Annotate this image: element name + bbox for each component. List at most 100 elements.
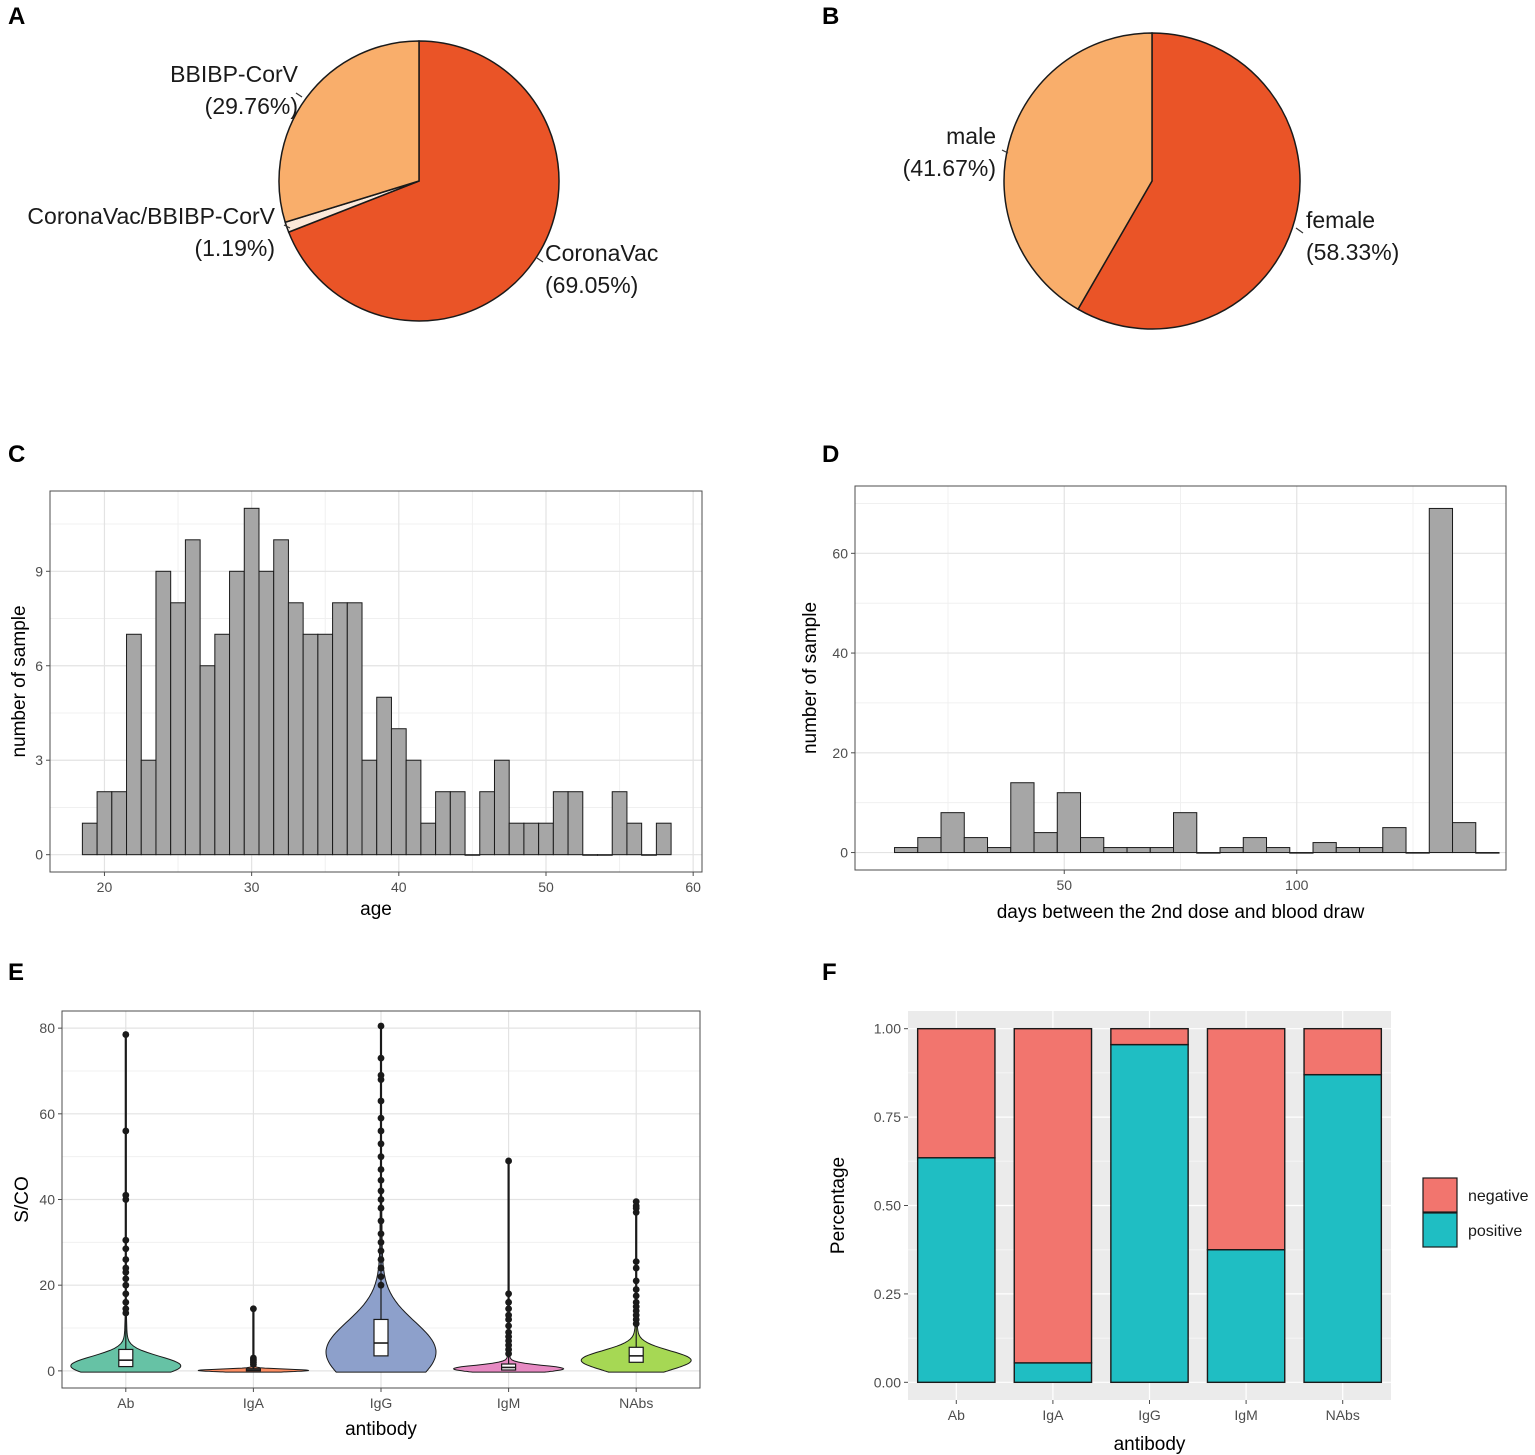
histogram-age: 0 3 6 9 20 30 40 50 60 age number of sample xyxy=(9,490,703,920)
outlier-point xyxy=(122,1268,130,1276)
histogram-bar xyxy=(155,570,172,856)
panel-e: E 0 20 40 60 80 Ab IgA IgG IgM NAbs antibody S/CO xyxy=(8,959,701,1440)
histogram-bar xyxy=(390,728,407,856)
y-tick-label: 0 xyxy=(47,1363,55,1379)
histogram-bar xyxy=(1266,847,1291,854)
panel-letter-a: A xyxy=(8,3,25,30)
outlier-point xyxy=(377,1097,385,1105)
histogram-bar xyxy=(1196,852,1221,854)
stacked-bar-negative-ab xyxy=(916,1027,996,1159)
outlier-point xyxy=(122,1281,130,1289)
histogram-bar xyxy=(1405,852,1430,854)
legend-key-positive xyxy=(1422,1212,1458,1248)
pie-label-leader xyxy=(536,257,544,263)
x-tick-label: 50 xyxy=(1056,877,1072,893)
histogram-bar xyxy=(508,822,525,856)
histogram-bar xyxy=(126,633,142,856)
panel-b: B female (58.33%) male (41.67%) xyxy=(822,3,1399,330)
histogram-bar xyxy=(199,665,216,856)
stacked-bar-chart-antibody: 0.00 0.25 0.50 0.75 1.00 Ab IgA IgG IgM NAbs antib… xyxy=(828,1011,1529,1455)
x-tick-label: 20 xyxy=(97,879,113,895)
x-tick-label: IgA xyxy=(1042,1407,1064,1423)
outlier-point xyxy=(505,1305,512,1313)
histogram-bar xyxy=(435,791,451,856)
y-tick-label: 20 xyxy=(39,1277,55,1293)
histogram-bar xyxy=(538,822,554,856)
outlier-point xyxy=(505,1316,512,1323)
histogram-bar xyxy=(1289,852,1314,854)
stacked-bar-positive-ab xyxy=(916,1157,996,1384)
x-tick-label: Ab xyxy=(948,1407,965,1423)
stacked-bar-positive-nabs xyxy=(1303,1073,1383,1384)
histogram-bar xyxy=(332,602,348,856)
histogram-bar xyxy=(111,791,128,856)
histogram-bar xyxy=(963,837,989,854)
outlier-point xyxy=(377,1273,385,1281)
x-tick-label: IgG xyxy=(1138,1407,1161,1423)
outlier-point xyxy=(377,1022,385,1030)
y-tick-label: 60 xyxy=(832,545,848,561)
histogram-bar xyxy=(361,759,378,856)
boxplot-box xyxy=(373,1318,389,1357)
outlier-point xyxy=(377,1140,385,1148)
violin-chart-antibody: 0 20 40 60 80 Ab IgA IgG IgM NAbs antibody S/CO xyxy=(12,1010,701,1440)
histogram-bar xyxy=(1335,847,1361,854)
histogram-bar xyxy=(626,822,643,856)
legend-key-negative xyxy=(1422,1177,1458,1213)
pie-label-name: female xyxy=(1306,207,1375,233)
y-axis-title: Percentage xyxy=(828,1157,849,1254)
pie-slice-female xyxy=(1077,32,1301,330)
boxplot-box xyxy=(118,1348,134,1368)
histogram-bar xyxy=(449,791,466,856)
outlier-point xyxy=(377,1127,385,1135)
histogram-bar xyxy=(229,570,245,856)
histogram-bar xyxy=(170,602,186,856)
histogram-bar xyxy=(287,602,304,856)
outlier-point xyxy=(505,1290,512,1298)
histogram-bar xyxy=(493,759,510,856)
outlier-point xyxy=(122,1290,130,1298)
x-tick-label: 50 xyxy=(538,879,554,895)
panel-f: F 0.00 0.25 0.50 0.75 1.00 Ab IgA IgG IgM NAbs ant… xyxy=(822,959,1529,1455)
outlier-point xyxy=(377,1054,385,1062)
histogram-bar xyxy=(140,759,157,856)
outlier-point xyxy=(632,1277,640,1285)
y-tick-label: 40 xyxy=(832,645,848,661)
histogram-bar xyxy=(1126,847,1151,854)
histogram-bar xyxy=(523,822,540,856)
y-tick-label: 0.25 xyxy=(874,1286,901,1302)
panel-letter-b: B xyxy=(822,3,839,30)
histogram-bar xyxy=(81,822,98,856)
y-axis-title: S/CO xyxy=(12,1176,33,1222)
pie-label-percent: (69.05%) xyxy=(545,272,638,298)
pie-label-name: CoronaVac/BBIBP-CorV xyxy=(27,203,275,229)
outlier-point xyxy=(250,1305,257,1313)
panel-letter-d: D xyxy=(822,441,839,468)
y-axis-title: number of sample xyxy=(800,602,821,754)
pie-slice-male xyxy=(1003,32,1153,311)
stacked-bar-negative-iga xyxy=(1013,1027,1093,1364)
histogram-bar xyxy=(917,837,942,854)
stacked-bar-positive-iga xyxy=(1013,1362,1093,1384)
y-tick-label: 40 xyxy=(39,1192,55,1208)
y-tick-label: 0 xyxy=(840,845,848,861)
pie-label-name: BBIBP-CorV xyxy=(170,61,298,87)
stacked-bar-negative-igm xyxy=(1206,1027,1286,1251)
panel-c: C 0 3 6 9 20 30 40 50 60 age number of sample xyxy=(8,441,703,920)
y-tick-label: 0.75 xyxy=(874,1109,901,1125)
histogram-bar xyxy=(1149,847,1175,854)
outlier-point xyxy=(377,1196,385,1203)
outlier-point xyxy=(122,1298,130,1306)
outlier-point xyxy=(377,1264,385,1272)
y-tick-label: 9 xyxy=(35,563,43,579)
pie-label-leader xyxy=(1295,227,1304,234)
panel-d: D 0 20 40 60 50 100 days between the 2nd dose … xyxy=(800,441,1507,923)
outlier-point xyxy=(632,1320,640,1328)
legend-label-positive: positive xyxy=(1468,1223,1522,1240)
x-axis-title: antibody xyxy=(1114,1434,1186,1455)
histogram-bar xyxy=(1219,847,1244,854)
pie-label-percent: (1.19%) xyxy=(194,235,275,261)
x-tick-label: Ab xyxy=(117,1395,134,1411)
stacked-bar-positive-igg xyxy=(1110,1043,1189,1384)
